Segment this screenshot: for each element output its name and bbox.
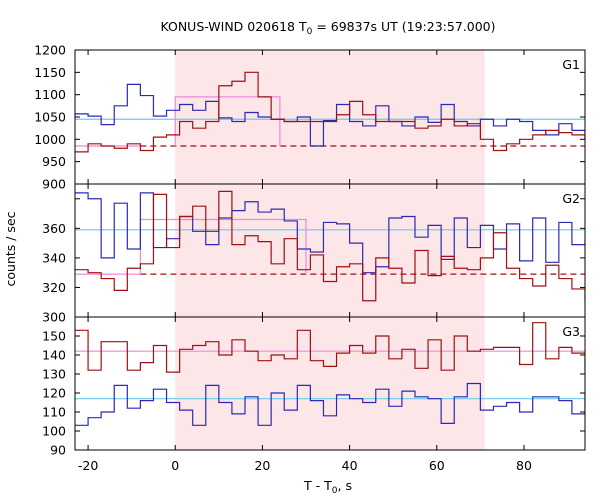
y-tick-label: 950 [42, 154, 66, 169]
series-red-line [75, 322, 585, 373]
x-tick-label: -20 [78, 458, 98, 473]
panel-label: G2 [562, 191, 580, 206]
y-tick-label: 360 [42, 221, 66, 236]
y-tick-label: 1200 [34, 43, 66, 58]
y-tick-label: 300 [42, 310, 66, 325]
y-tick-label: 130 [42, 367, 66, 382]
series-blue-line [75, 83, 585, 147]
y-tick-label: 340 [42, 250, 66, 265]
burst-interval-shade [175, 50, 485, 450]
y-tick-label: 140 [42, 348, 66, 363]
y-tick-label: 110 [42, 405, 66, 420]
y-tick-label: 1150 [34, 65, 66, 80]
panel-g2: 300 320 340 360 G2 [42, 183, 586, 325]
x-tick-label: 80 [516, 458, 532, 473]
panel-frame [74, 316, 586, 451]
y-tick-label: 900 [42, 177, 66, 192]
panel-label: G3 [562, 324, 580, 339]
y-tick-label: 90 [50, 443, 66, 458]
y-tick-label: 320 [42, 280, 66, 295]
panel-plot-area [75, 71, 585, 153]
y-tick-label: 150 [42, 329, 66, 344]
y-tick-label: 120 [42, 386, 66, 401]
chart-title: KONUS-WIND 020618 T0 = 69837s UT (19:23:… [160, 19, 495, 37]
y-tick-label: 1100 [34, 87, 66, 102]
x-tick-label: 60 [429, 458, 445, 473]
y-tick-label: 100 [42, 424, 66, 439]
series-red-line [75, 190, 585, 302]
x-tick-label: 40 [342, 458, 358, 473]
y-axis-label: counts / sec [3, 211, 18, 286]
series-blue-line [75, 382, 585, 426]
y-tick-label: 1050 [34, 110, 66, 125]
panel-g3: 90 100 110 120 130 140 150 G3 [42, 316, 586, 458]
panel-plot-area [75, 322, 585, 426]
panel-plot-area [75, 190, 585, 302]
burst-mean-level [174, 96, 281, 147]
series-red-line [75, 71, 585, 153]
x-axis-label: T - T0, s [303, 478, 352, 496]
x-tick-label: 20 [254, 458, 270, 473]
panel-label: G1 [562, 57, 580, 72]
y-tick-label: 1000 [34, 132, 66, 147]
x-tick-label: 0 [171, 458, 179, 473]
